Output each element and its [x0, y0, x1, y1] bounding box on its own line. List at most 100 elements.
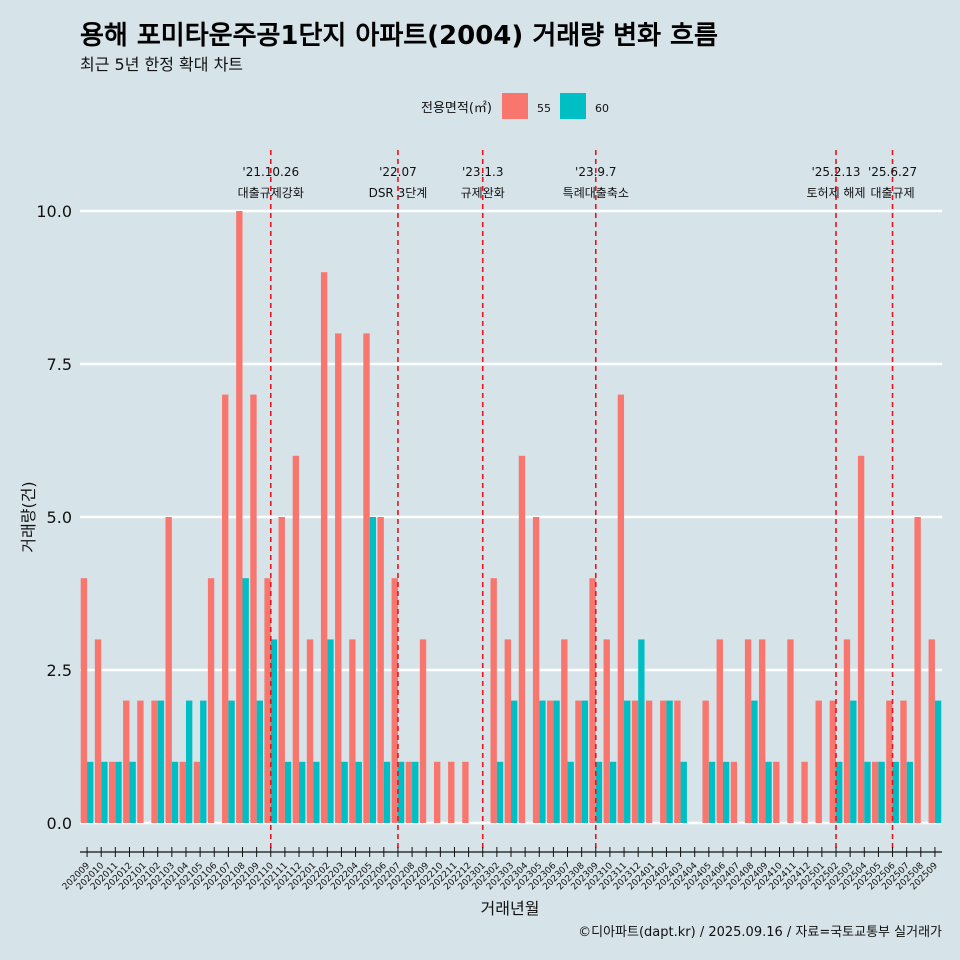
bar-55-202304	[518, 455, 526, 823]
bar-60-202308	[581, 700, 589, 823]
bar-60-202010	[101, 761, 108, 823]
chart-subtitle: 최근 5년 한정 확대 차트	[80, 55, 243, 74]
bar-55-202009	[80, 578, 88, 823]
x-axis-title: 거래년월	[481, 899, 540, 918]
bar-60-202306	[553, 700, 560, 823]
bar-55-202302	[490, 578, 497, 823]
event-label: 특례대출축소	[563, 186, 629, 200]
event-date: '23.1.3	[462, 165, 503, 179]
bar-55-202411	[787, 639, 794, 823]
bar-60-202503	[850, 700, 857, 823]
legend: 전용면적(㎡) 55 60	[421, 93, 609, 119]
legend-swatch-60	[560, 93, 586, 119]
bar-60-202206	[383, 761, 391, 823]
bar-60-202011	[115, 761, 122, 823]
bar-55-202102	[151, 700, 158, 823]
bar-55-202210	[433, 761, 441, 823]
y-tick-label: 2.5	[47, 661, 72, 680]
bar-55-202307	[561, 639, 568, 823]
bar-60-202208	[412, 761, 419, 823]
bar-55-202504	[857, 455, 865, 823]
bar-55-202101	[137, 700, 144, 823]
bar-55-202502	[829, 700, 837, 823]
bar-55-202410	[773, 761, 780, 823]
bar-55-202211	[448, 761, 455, 823]
y-axis-ticks: 0.0 2.5 5.0 7.5 10.0	[36, 202, 72, 833]
bar-55-202303	[504, 639, 511, 823]
bar-60-202204	[355, 761, 362, 823]
bar-55-202202	[320, 272, 328, 823]
bar-55-202309	[589, 578, 596, 823]
bar-60-202307	[567, 761, 574, 823]
bar-55-202401	[645, 700, 653, 823]
event-annotations: '21.10.26 대출규제강화 '22.07 DSR 3단계 '23.1.3 규제완화 '…	[238, 165, 917, 200]
bar-60-202012	[129, 761, 136, 823]
bar-60-202201	[313, 761, 320, 823]
bar-60-202009	[87, 761, 94, 823]
legend-label-60: 60	[595, 102, 609, 115]
bar-55-202203	[335, 333, 342, 823]
bar-55-202110	[264, 578, 271, 823]
bar-60-202203	[341, 761, 348, 823]
bar-55-202208	[405, 761, 413, 823]
bar-60-202108	[242, 578, 249, 823]
legend-label-55: 55	[537, 102, 551, 115]
legend-title: 전용면적(㎡)	[421, 101, 492, 116]
bar-60-202104	[185, 700, 193, 823]
bar-60-202111	[284, 761, 292, 823]
bar-60-202509	[934, 700, 942, 823]
bar-55-202308	[575, 700, 582, 823]
bar-55-202508	[914, 517, 921, 823]
bar-60-202507	[906, 761, 914, 823]
bar-55-202305	[532, 517, 540, 823]
bar-60-202403	[680, 761, 687, 823]
bar-55-202407	[730, 761, 738, 823]
y-tick-label: 5.0	[47, 508, 72, 527]
bar-55-202509	[928, 639, 935, 823]
x-axis: 2020092020102020112020122021012021022021…	[61, 847, 942, 892]
bar-55-202406	[716, 639, 723, 823]
bar-60-202405	[708, 761, 716, 823]
bar-55-202104	[179, 761, 186, 823]
bar-60-202506	[892, 761, 899, 823]
event-date: '22.07	[379, 165, 417, 179]
bar-55-202012	[123, 700, 130, 823]
bar-60-202103	[171, 761, 179, 823]
bar-55-202408	[744, 639, 752, 823]
bar-55-202201	[306, 639, 314, 823]
bar-60-202302	[496, 761, 504, 823]
bar-55-202109	[250, 394, 257, 823]
legend-swatch-55	[502, 93, 528, 119]
bar-55-202112	[292, 455, 300, 823]
bar-55-202312	[631, 700, 639, 823]
bar-55-202412	[801, 761, 808, 823]
bar-55-202209	[419, 639, 427, 823]
event-date: '23.9.7	[575, 165, 616, 179]
bar-60-202207	[397, 761, 405, 823]
event-label: 대출규제	[870, 186, 914, 200]
y-tick-label: 7.5	[47, 355, 72, 374]
bar-60-202409	[765, 761, 772, 823]
chart-title: 용해 포미타운주공1단지 아파트(2004) 거래량 변화 흐름	[80, 21, 718, 51]
bar-60-202102	[157, 700, 165, 823]
bar-60-202305	[539, 700, 546, 823]
bar-60-202202	[327, 639, 334, 823]
event-date: '25.6.27	[868, 165, 917, 179]
bar-60-202502	[836, 761, 843, 823]
event-label: 토허제 해제	[807, 186, 866, 200]
event-date: '25.2.13	[811, 165, 860, 179]
bar-60-202205	[369, 517, 377, 823]
bar-60-202309	[595, 761, 603, 823]
y-tick-label: 0.0	[47, 814, 72, 833]
bar-55-202108	[236, 211, 243, 823]
bar-55-202306	[547, 700, 554, 823]
caption: ©디아파트(dapt.kr) / 2025.09.16 / 자료=국토교통부 실…	[578, 925, 942, 940]
bar-55-202503	[843, 639, 851, 823]
bar-60-202310	[609, 761, 617, 823]
bar-60-202406	[722, 761, 730, 823]
bar-60-202311	[624, 700, 631, 823]
bar-60-202110	[270, 639, 278, 823]
bar-55-202505	[872, 761, 879, 823]
